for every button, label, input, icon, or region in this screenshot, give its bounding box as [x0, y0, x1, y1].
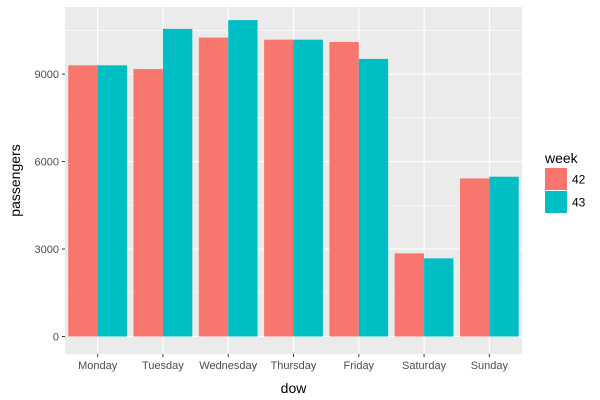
x-axis-title: dow	[281, 380, 308, 396]
legend-label-42: 42	[572, 173, 586, 187]
y-tick-label: 9000	[35, 69, 59, 81]
bar-saturday-week-42	[394, 253, 425, 337]
bar-thursday-week-42	[264, 39, 294, 337]
bar-wednesday-week-43	[228, 20, 258, 337]
y-tick-label: 0	[53, 332, 59, 344]
bars	[68, 20, 519, 337]
bar-friday-week-42	[329, 41, 359, 337]
bar-tuesday-week-42	[133, 69, 163, 337]
bar-saturday-week-43	[424, 258, 454, 337]
x-tick-label-monday: Monday	[78, 360, 118, 372]
x-tick-label-thursday: Thursday	[271, 360, 317, 372]
x-tick-label-friday: Friday	[344, 360, 375, 372]
x-axis: Monday Tuesday Wednesday Thursday Friday Satu…	[78, 354, 509, 372]
x-tick-label-wednesday: Wednesday	[199, 360, 257, 372]
bar-sunday-week-42	[459, 178, 490, 337]
y-axis: 0 3000 6000 9000	[35, 69, 65, 344]
y-axis-title: passengers	[7, 144, 23, 216]
legend-key-43	[545, 191, 567, 213]
legend-title: week	[544, 150, 579, 166]
bar-wednesday-week-42	[198, 37, 229, 337]
legend: week 42 43	[544, 150, 586, 213]
bar-friday-week-43	[358, 58, 389, 337]
legend-key-42	[545, 168, 567, 190]
bar-monday-week-42	[68, 65, 98, 337]
bar-sunday-week-43	[489, 176, 519, 337]
bar-thursday-week-43	[293, 39, 323, 337]
bar-tuesday-week-43	[162, 28, 193, 337]
x-tick-label-sunday: Sunday	[471, 360, 509, 372]
legend-label-43: 43	[572, 196, 586, 210]
y-tick-label: 6000	[35, 157, 59, 169]
x-tick-label-saturday: Saturday	[402, 360, 447, 372]
bar-monday-week-43	[97, 65, 128, 337]
x-tick-label-tuesday: Tuesday	[142, 360, 184, 372]
y-tick-label: 3000	[35, 244, 59, 256]
